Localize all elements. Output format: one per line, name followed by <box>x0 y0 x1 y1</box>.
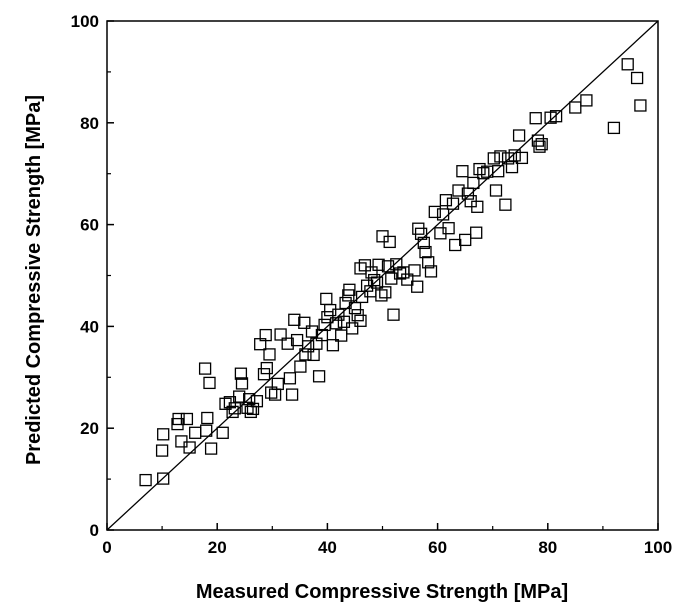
x-tick-label: 40 <box>318 538 337 557</box>
y-tick-label: 40 <box>80 317 99 336</box>
x-tick-label: 0 <box>102 538 111 557</box>
y-tick-label: 20 <box>80 419 99 438</box>
plot-area <box>107 21 658 530</box>
y-tick-label: 0 <box>90 521 99 540</box>
y-tick-label: 100 <box>71 12 99 31</box>
x-tick-label: 100 <box>644 538 672 557</box>
x-axis-title: Measured Compressive Strength [MPa] <box>196 581 568 603</box>
x-tick-label: 80 <box>538 538 557 557</box>
y-axis-title: Predicted Compressive Strength [MPa] <box>23 95 45 465</box>
y-tick-label: 60 <box>80 216 99 235</box>
y-tick-label: 80 <box>80 114 99 133</box>
x-tick-label: 60 <box>428 538 447 557</box>
x-tick-label: 20 <box>208 538 227 557</box>
